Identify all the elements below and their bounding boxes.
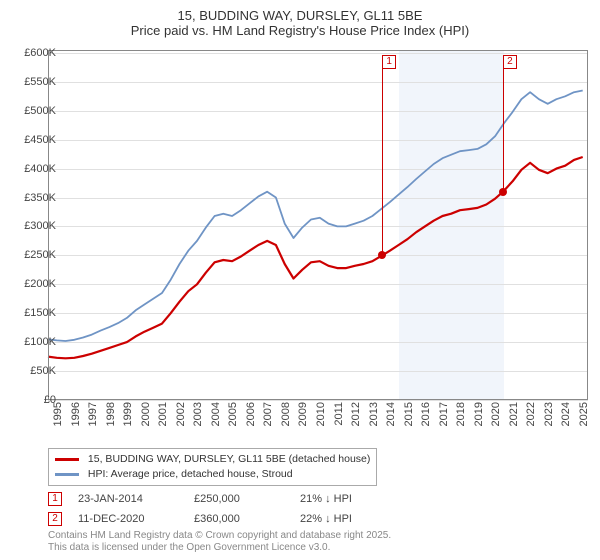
x-tick-label: 2011 [333,402,345,426]
sale-flag-marker: 2 [503,55,519,192]
x-tick-label: 2021 [508,402,520,426]
sale-flag-number: 1 [382,55,396,69]
x-tick-label: 2016 [420,402,432,426]
y-tick-label: £400K [10,163,56,175]
x-tick-label: 1996 [70,402,82,426]
x-tick-label: 2014 [385,402,397,426]
x-tick-label: 2023 [543,402,555,426]
x-tick-label: 2022 [525,402,537,426]
y-tick-label: £150K [10,307,56,319]
sale-row-2: 2 11-DEC-2020 £360,000 22% ↓ HPI [48,512,588,526]
x-tick-label: 2020 [490,402,502,426]
x-tick-label: 1997 [87,402,99,426]
x-tick-label: 2024 [560,402,572,426]
sale-flag-number: 2 [503,55,517,69]
sale-flag-1: 1 [48,492,62,506]
x-tick-label: 2003 [192,402,204,426]
attribution-line1: Contains HM Land Registry data © Crown c… [48,530,391,542]
x-tick-label: 2000 [140,402,152,426]
sale-flag-stem [382,69,383,255]
sale-delta-2: 22% ↓ HPI [300,513,410,525]
sale-date-1: 23-JAN-2014 [78,493,178,505]
x-tick-label: 2001 [157,402,169,426]
sale-row-1: 1 23-JAN-2014 £250,000 21% ↓ HPI [48,492,588,506]
title-subtitle: Price paid vs. HM Land Registry's House … [8,23,592,38]
x-tick-label: 2008 [280,402,292,426]
x-tick-label: 2025 [578,402,590,426]
legend-label-1: 15, BUDDING WAY, DURSLEY, GL11 5BE (deta… [88,453,370,465]
x-tick-label: 2019 [473,402,485,426]
y-tick-label: £600K [10,47,56,59]
sale-flag-stem [503,69,504,192]
y-tick-label: £0 [10,394,56,406]
x-tick-label: 2013 [368,402,380,426]
x-tick-label: 1999 [122,402,134,426]
y-tick-label: £250K [10,249,56,261]
y-tick-label: £350K [10,192,56,204]
x-tick-label: 2009 [297,402,309,426]
x-tick-label: 1998 [105,402,117,426]
sale-delta-1: 21% ↓ HPI [300,493,410,505]
legend-label-2: HPI: Average price, detached house, Stro… [88,468,293,480]
sale-price-1: £250,000 [194,493,284,505]
x-tick-label: 2017 [438,402,450,426]
x-tick-label: 2004 [210,402,222,426]
sale-date-2: 11-DEC-2020 [78,513,178,525]
chart-area: 12 [48,50,588,400]
y-tick-label: £550K [10,76,56,88]
legend-box: 15, BUDDING WAY, DURSLEY, GL11 5BE (deta… [48,448,377,486]
y-tick-label: £300K [10,220,56,232]
x-tick-label: 2015 [403,402,415,426]
x-tick-label: 2002 [175,402,187,426]
legend-swatch-1 [55,458,79,461]
attribution-line2: This data is licensed under the Open Gov… [48,542,391,554]
y-tick-label: £500K [10,105,56,117]
x-tick-label: 2006 [245,402,257,426]
x-tick-label: 2007 [262,402,274,426]
legend-and-sales: 15, BUDDING WAY, DURSLEY, GL11 5BE (deta… [48,448,588,526]
title-address: 15, BUDDING WAY, DURSLEY, GL11 5BE [8,8,592,23]
sale-flag-marker: 1 [382,55,398,255]
sale-flag-2: 2 [48,512,62,526]
y-tick-label: £100K [10,336,56,348]
title-block: 15, BUDDING WAY, DURSLEY, GL11 5BE Price… [0,0,600,42]
x-tick-label: 1995 [52,402,64,426]
y-tick-label: £50K [10,365,56,377]
x-tick-label: 2012 [350,402,362,426]
y-tick-label: £200K [10,278,56,290]
legend-row-1: 15, BUDDING WAY, DURSLEY, GL11 5BE (deta… [55,452,370,467]
legend-row-2: HPI: Average price, detached house, Stro… [55,467,370,482]
legend-swatch-2 [55,473,79,476]
sale-price-2: £360,000 [194,513,284,525]
x-tick-label: 2010 [315,402,327,426]
x-tick-label: 2005 [227,402,239,426]
y-tick-label: £450K [10,134,56,146]
chart-container: 15, BUDDING WAY, DURSLEY, GL11 5BE Price… [0,0,600,560]
attribution: Contains HM Land Registry data © Crown c… [48,530,391,554]
gridline [48,400,588,401]
x-tick-label: 2018 [455,402,467,426]
